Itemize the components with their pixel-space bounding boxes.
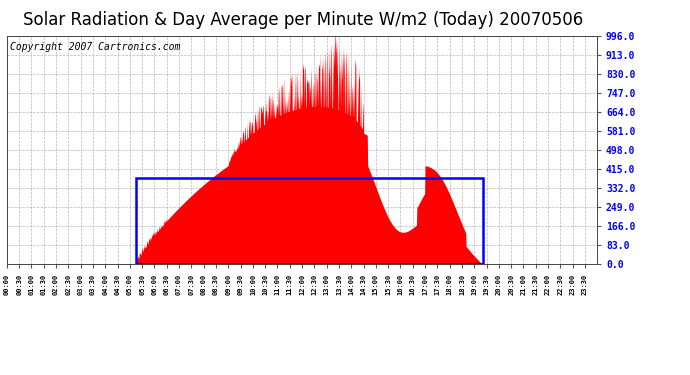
Text: Solar Radiation & Day Average per Minute W/m2 (Today) 20070506: Solar Radiation & Day Average per Minute…: [23, 11, 584, 29]
Bar: [136, 178, 483, 264]
Text: Copyright 2007 Cartronics.com: Copyright 2007 Cartronics.com: [10, 42, 180, 52]
